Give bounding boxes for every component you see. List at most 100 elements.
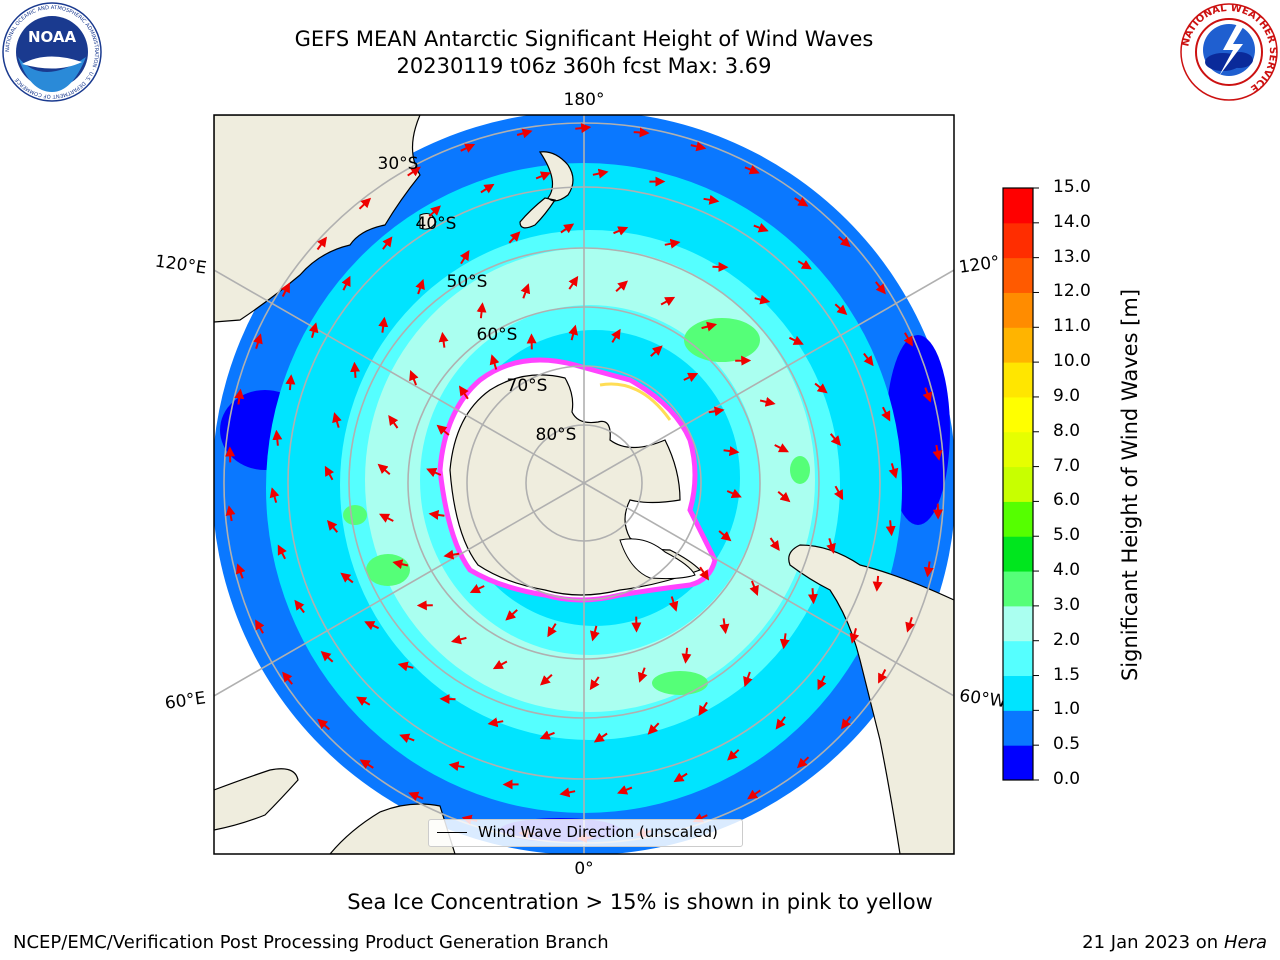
colorbar-segment [1003, 745, 1033, 781]
colorbar-segment [1003, 222, 1033, 259]
colorbar-frame [1002, 187, 1034, 781]
wind-wave-arrow [547, 623, 557, 638]
noaa-logo-text: NOAA [28, 28, 77, 46]
lon-label-60e: 60°E [164, 688, 207, 713]
wind-wave-arrow [841, 715, 852, 730]
wind-wave-arrow [814, 382, 828, 394]
colorbar-tick-label: 7.0 [1053, 455, 1081, 476]
wind-wave-arrow [255, 619, 265, 634]
colorbar-label: Significant Height of Wind Waves [m] [1118, 288, 1142, 682]
wind-wave-arrow [407, 166, 421, 177]
wind-wave-arrow [681, 647, 692, 664]
footer-date: 21 Jan 2023 on [1082, 932, 1224, 953]
wind-wave-arrow [701, 321, 718, 332]
wind-wave-arrow [922, 387, 933, 403]
wind-wave-arrow [282, 671, 293, 685]
wind-wave-arrow [415, 278, 425, 295]
colorbar-segment [1003, 571, 1033, 607]
lon-label-120e: 120°E [154, 252, 208, 279]
wind-wave-arrow [668, 596, 679, 612]
nws-logo: NATIONAL WEATHER SERVICE [1180, 3, 1278, 101]
wind-wave-arrow [320, 650, 334, 663]
africa-land [214, 768, 456, 854]
wind-wave-arrow [428, 509, 445, 520]
wind-wave-arrow [397, 661, 414, 672]
wind-wave-arrow [492, 659, 508, 670]
wind-wave-arrow [364, 621, 380, 631]
lon-label-0: 0° [574, 859, 593, 879]
map-frame [213, 114, 955, 855]
lat-label-60s: 60°S [477, 325, 518, 345]
meridian-60w [583, 482, 954, 697]
wind-wave-arrow [749, 580, 759, 596]
wind-wave-arrow [377, 463, 391, 475]
wind-wave-arrow [753, 223, 769, 233]
wind-wave-arrow [487, 717, 504, 728]
wind-wave-arrow [796, 756, 810, 769]
footer-producer: NCEP/EMC/Verification Post Processing Pr… [13, 932, 609, 953]
wind-wave-arrow [460, 143, 476, 153]
sea-ice-high-concentration [599, 382, 672, 421]
wind-wave-arrow [235, 563, 246, 579]
wind-wave-arrow [683, 372, 699, 382]
legend-label: Wind Wave Direction (unscaled) [478, 823, 718, 841]
wind-wave-arrow [699, 566, 710, 581]
colorbar-segment [1003, 257, 1033, 293]
colorbar-segment [1003, 466, 1033, 502]
wind-wave-arrow [903, 332, 913, 347]
wind-wave-arrow [409, 370, 419, 386]
wind-wave-arrow [703, 194, 720, 205]
wind-wave-arrow [559, 787, 576, 798]
wind-wave-arrow [885, 520, 896, 537]
wind-wave-arrow [225, 505, 236, 522]
colorbar-tick-label: 9.0 [1053, 385, 1081, 406]
wind-wave-arrow [568, 324, 578, 341]
colorbar-tick-label: 4.0 [1053, 560, 1081, 581]
wind-wave-arrow [489, 354, 500, 370]
wind-wave-arrow [769, 537, 780, 552]
colorbar-tick-label: 14.0 [1053, 211, 1091, 232]
wind-wave-arrow [269, 487, 280, 503]
wind-wave-arrow [356, 696, 371, 707]
wind-wave-arrow [253, 333, 263, 349]
colorbar-segment [1003, 431, 1033, 468]
wind-wave-arrow [590, 625, 600, 642]
lon-label-120w: 120° [958, 252, 1001, 278]
meridian-120w [583, 269, 954, 484]
wind-wave-arrow [726, 488, 742, 498]
wind-wave-arrow [797, 259, 812, 270]
wind-wave-arrow [829, 433, 841, 447]
wind-wave-arrow [568, 275, 579, 290]
wind-wave-arrow [340, 572, 354, 584]
wind-wave-arrow [294, 599, 305, 614]
wind-wave-arrow [458, 385, 469, 400]
wind-wave-arrow [476, 302, 487, 319]
wind-wave-arrow [788, 335, 804, 345]
colorbar-tick-label: 10.0 [1053, 351, 1091, 372]
lon-label-60w: 60°W [958, 686, 1007, 712]
band-3.0-4.0-patch [343, 505, 367, 525]
wind-wave-arrow [881, 406, 891, 422]
wind-wave-arrow [592, 168, 609, 179]
wind-wave-arrow [863, 352, 874, 367]
colorbar-segment [1003, 536, 1033, 572]
colorbar-tick-label: 6.0 [1053, 490, 1081, 511]
wind-wave-arrow [388, 414, 399, 429]
wind-wave-arrow [615, 280, 628, 292]
band-3.0-4.0-patch [684, 318, 760, 362]
wind-wave-arrow [633, 127, 650, 138]
wind-wave-arrow [849, 628, 860, 644]
wind-wave-arrow [777, 491, 791, 503]
wind-wave-arrow [698, 701, 709, 716]
colorbar-segment [1003, 640, 1033, 677]
meridian-120e [214, 269, 585, 484]
wind-wave-arrow [838, 235, 851, 248]
lat-label-80s: 80°S [536, 425, 577, 445]
wind-wave-arrow [560, 223, 575, 234]
wind-wave-arrow [872, 575, 883, 592]
sea-ice-note: Sea Ice Concentration > 15% is shown in … [347, 890, 933, 914]
wind-wave-arrow [520, 283, 531, 299]
map-title: GEFS MEAN Antarctic Significant Height o… [294, 27, 874, 51]
band-3.0-4.0-patch [790, 456, 810, 484]
